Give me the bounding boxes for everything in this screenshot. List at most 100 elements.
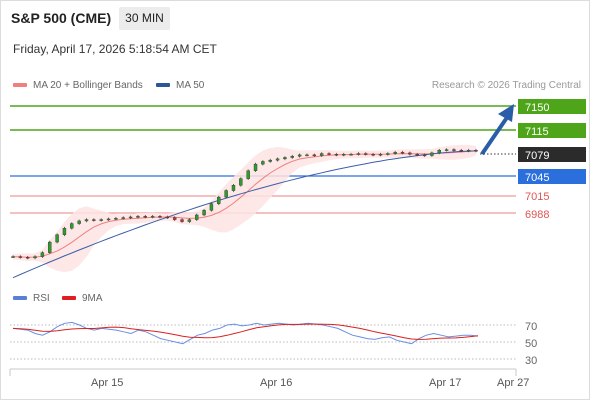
candles (11, 148, 478, 260)
candle-body (305, 154, 309, 157)
candle-body (444, 149, 449, 151)
candle-body (165, 216, 170, 219)
candle-body (158, 216, 162, 218)
last-price-box (518, 147, 586, 162)
candle-body (114, 218, 118, 220)
projection-arrow-head (498, 104, 514, 122)
x-tick-apr15: Apr 15 (91, 377, 123, 389)
candle-body (290, 155, 294, 158)
candle-body (25, 257, 30, 259)
candle-body (121, 217, 125, 219)
support-2-label: 6988 (525, 209, 549, 221)
candle-body (11, 256, 15, 258)
candle-body (187, 219, 192, 222)
candle-body (275, 158, 280, 161)
x-tick-apr27: Apr 27 (497, 377, 529, 389)
support-1-label: 7015 (525, 191, 549, 203)
candle-body (202, 210, 206, 216)
timeframe-button[interactable]: 30 MIN (119, 7, 170, 30)
candle-body (62, 227, 67, 235)
candle-body (408, 152, 412, 155)
candle-body (253, 163, 258, 171)
candle-body (334, 154, 339, 156)
candle-body (55, 234, 59, 243)
candle-body (452, 149, 456, 151)
rsi-axis-30: 30 (525, 355, 537, 367)
rsi-line (12, 321, 479, 345)
candle-body (466, 150, 471, 152)
resistance-1-box (518, 123, 586, 138)
candle-body (422, 154, 427, 157)
candle-body (128, 216, 133, 219)
candle-body (143, 216, 147, 218)
pivot-label: 7045 (525, 172, 549, 184)
legend-ma50-swatch (156, 83, 170, 88)
candle-body (378, 154, 383, 156)
legend-9ma: 9MA (62, 293, 103, 304)
rsi-axis-50: 50 (525, 338, 537, 350)
candle-body (180, 219, 184, 222)
timestamp: Friday, April 17, 2026 5:18:54 AM CET (13, 42, 217, 56)
candle-body (371, 154, 375, 156)
candle-body (356, 153, 361, 155)
rsi-axis-70: 70 (525, 321, 537, 333)
research-credit: Research © 2026 Trading Central (431, 80, 581, 91)
pivot-box (518, 169, 586, 184)
ma20-line (12, 150, 477, 258)
candle-body (92, 219, 96, 221)
legend-ma20-label: MA 20 + Bollinger Bands (33, 80, 143, 91)
candle-body (319, 153, 324, 156)
x-tick-apr16: Apr 16 (260, 377, 292, 389)
candle-body (327, 153, 331, 155)
legend-9ma-label: 9MA (82, 293, 103, 304)
legend-rsi-swatch (13, 296, 27, 301)
candle-body (342, 154, 346, 156)
legend-ma20-bb: MA 20 + Bollinger Bands (13, 80, 143, 92)
candle-body (84, 219, 89, 222)
candle-body (195, 214, 199, 220)
candle-body (386, 153, 390, 155)
candle-body (415, 154, 419, 156)
legend-ma50: MA 50 (156, 80, 204, 92)
candle-body (209, 203, 214, 211)
candle-body (136, 216, 140, 218)
candle-body (18, 256, 23, 258)
last-price-label: 7079 (525, 150, 549, 162)
resistance-2-label: 7150 (525, 102, 549, 114)
resistance-2-box (518, 99, 586, 114)
candle-body (349, 154, 353, 156)
candle-body (239, 178, 243, 186)
legend-ma50-label: MA 50 (176, 80, 205, 91)
candle-body (48, 241, 52, 253)
candle-body (99, 219, 103, 221)
legend-rsi-label: RSI (33, 293, 50, 304)
candle-body (474, 150, 478, 152)
candle-body (33, 256, 37, 259)
candle-body (217, 196, 221, 204)
candle-body (77, 220, 81, 224)
candle-body (231, 185, 236, 191)
candle-body (297, 154, 302, 157)
legend-9ma-swatch (62, 296, 76, 301)
candle-body (150, 216, 155, 218)
candle-body (70, 223, 74, 229)
x-tick-apr17: Apr 17 (429, 377, 461, 389)
candle-body (393, 152, 397, 154)
ma50-line (12, 150, 477, 279)
candle-body (400, 152, 405, 154)
candle-body (283, 157, 287, 160)
candle-body (224, 190, 228, 198)
resistance-1-label: 7115 (525, 126, 549, 138)
legend-ma20-swatch (13, 83, 27, 88)
candle-body (268, 159, 272, 162)
candle-body (312, 154, 317, 157)
candle-body (40, 252, 45, 257)
candle-body (172, 217, 177, 220)
legend-rsi: RSI (13, 293, 50, 304)
candle-body (246, 170, 250, 179)
candle-body (430, 152, 434, 156)
projection-arrow-shaft (480, 114, 510, 156)
candle-body (459, 150, 464, 152)
rsi-ma-line (12, 323, 479, 340)
